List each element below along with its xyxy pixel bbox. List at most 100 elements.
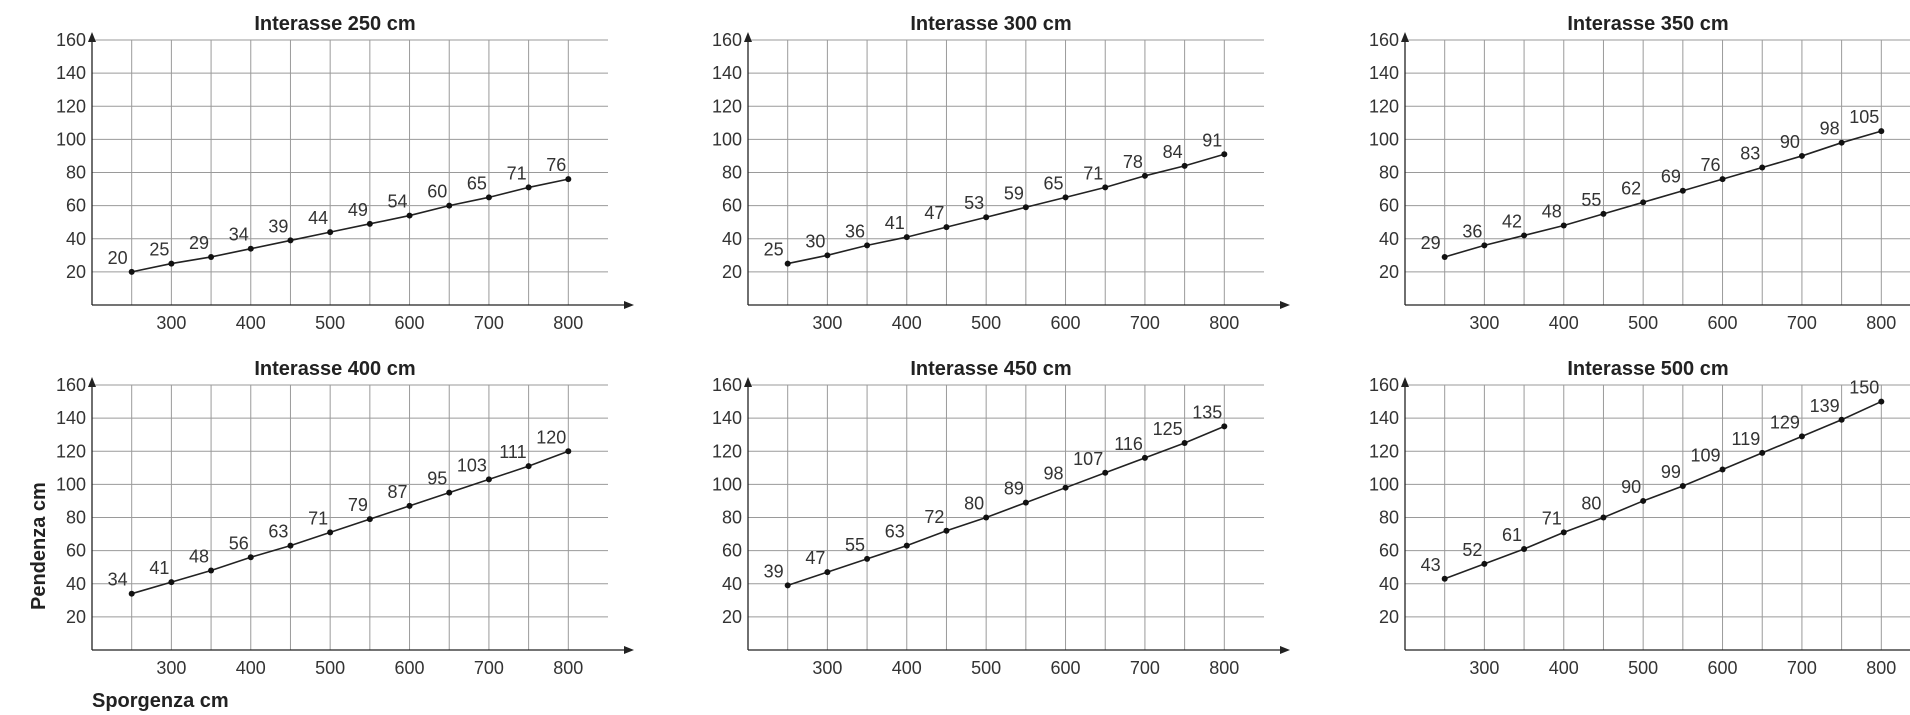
- data-label: 48: [1542, 202, 1562, 222]
- x-tick-label: 300: [1469, 658, 1499, 678]
- x-tick-label: 800: [1209, 658, 1239, 678]
- x-tick-label: 700: [474, 313, 504, 333]
- series-line: [131, 450, 569, 595]
- x-tick-label: 300: [812, 313, 842, 333]
- chart-panel-3: Interasse 350 cm 20 40 60 80 100 120 140 160 300 4…: [1369, 13, 1910, 333]
- data-label: 125: [1153, 419, 1183, 439]
- chart-panel-6: Interasse 500 cm 20 40 60 80 100 120 140 160 300 4…: [1369, 358, 1910, 678]
- y-tick-label: 140: [1369, 63, 1399, 83]
- data-label: 69: [1661, 167, 1681, 187]
- y-tick-label: 160: [712, 30, 742, 50]
- x-tick-label: 400: [236, 313, 266, 333]
- data-point: [1719, 466, 1726, 473]
- data-point: [287, 542, 294, 549]
- series-line: [787, 153, 1225, 265]
- y-axis-arrow: [88, 32, 96, 42]
- x-tick-label: 500: [315, 658, 345, 678]
- data-label: 84: [1163, 142, 1183, 162]
- data-label: 71: [308, 508, 328, 528]
- y-tick-label: 140: [1369, 408, 1399, 428]
- x-tick-label: 600: [1051, 658, 1081, 678]
- data-point: [1141, 454, 1148, 461]
- data-point: [525, 184, 532, 191]
- x-tick-label: 400: [892, 313, 922, 333]
- data-point: [1181, 162, 1188, 169]
- data-point: [208, 567, 215, 574]
- data-point: [1441, 253, 1448, 260]
- data-point: [366, 516, 373, 523]
- y-tick-label: 120: [712, 441, 742, 461]
- data-label: 119: [1732, 429, 1761, 449]
- data-label: 29: [1421, 233, 1441, 253]
- data-point: [1759, 164, 1766, 171]
- chart-title: Interasse 250 cm: [254, 13, 415, 35]
- data-label: 55: [1581, 190, 1601, 210]
- data-point: [1102, 469, 1109, 476]
- x-tick-label: 500: [1628, 313, 1658, 333]
- y-tick-label: 60: [1379, 196, 1399, 216]
- y-tick-label: 60: [722, 541, 742, 561]
- y-tick-label: 80: [722, 163, 742, 183]
- data-point: [1481, 242, 1488, 249]
- data-label: 90: [1780, 132, 1800, 152]
- data-label: 25: [764, 240, 784, 260]
- data-label: 47: [805, 548, 825, 568]
- x-tick-label: 300: [156, 658, 186, 678]
- data-label: 76: [546, 155, 566, 175]
- y-axis-arrow: [744, 32, 752, 42]
- x-tick-label: 500: [971, 658, 1001, 678]
- x-tick-label: 800: [1209, 313, 1239, 333]
- y-axis-arrow: [1401, 377, 1409, 387]
- y-tick-label: 120: [1369, 441, 1399, 461]
- x-tick-label: 800: [553, 313, 583, 333]
- data-point: [1798, 152, 1805, 159]
- data-point: [784, 260, 791, 267]
- data-point: [1521, 545, 1528, 552]
- y-axis-label: Pendenza cm: [28, 482, 50, 610]
- data-point: [128, 590, 135, 597]
- data-point: [1221, 151, 1228, 158]
- y-tick-label: 20: [1379, 262, 1399, 282]
- x-tick-label: 400: [236, 658, 266, 678]
- x-tick-label: 300: [156, 313, 186, 333]
- data-label: 42: [1502, 211, 1522, 231]
- data-point: [287, 237, 294, 244]
- y-tick-label: 160: [1369, 30, 1399, 50]
- data-point: [1679, 483, 1686, 490]
- data-point: [1441, 575, 1448, 582]
- x-tick-label: 600: [1051, 313, 1081, 333]
- x-tick-label: 700: [474, 658, 504, 678]
- y-tick-label: 20: [1379, 607, 1399, 627]
- data-label: 52: [1462, 540, 1482, 560]
- data-point: [247, 554, 254, 561]
- data-point: [784, 582, 791, 589]
- data-point: [1022, 499, 1029, 506]
- data-label: 83: [1740, 144, 1760, 164]
- data-point: [1181, 439, 1188, 446]
- x-tick-label: 400: [1549, 313, 1579, 333]
- data-label: 36: [1462, 221, 1482, 241]
- series-line: [1444, 130, 1882, 258]
- y-tick-label: 80: [66, 508, 86, 528]
- y-axis-arrow: [1401, 32, 1409, 42]
- data-point: [983, 514, 990, 521]
- y-tick-label: 160: [712, 375, 742, 395]
- data-label: 43: [1421, 555, 1441, 575]
- data-point: [1521, 232, 1528, 239]
- data-point: [208, 253, 215, 260]
- data-label: 44: [308, 208, 328, 228]
- data-label: 111: [499, 442, 526, 462]
- data-label: 36: [845, 221, 865, 241]
- data-label: 78: [1123, 152, 1143, 172]
- y-tick-label: 60: [66, 541, 86, 561]
- y-tick-label: 20: [66, 607, 86, 627]
- data-point: [824, 569, 831, 576]
- data-label: 95: [427, 469, 447, 489]
- data-point: [1102, 184, 1109, 191]
- data-label: 48: [189, 547, 209, 567]
- y-tick-label: 60: [66, 196, 86, 216]
- data-label: 25: [149, 240, 169, 260]
- x-tick-label: 700: [1130, 313, 1160, 333]
- data-point: [128, 268, 135, 275]
